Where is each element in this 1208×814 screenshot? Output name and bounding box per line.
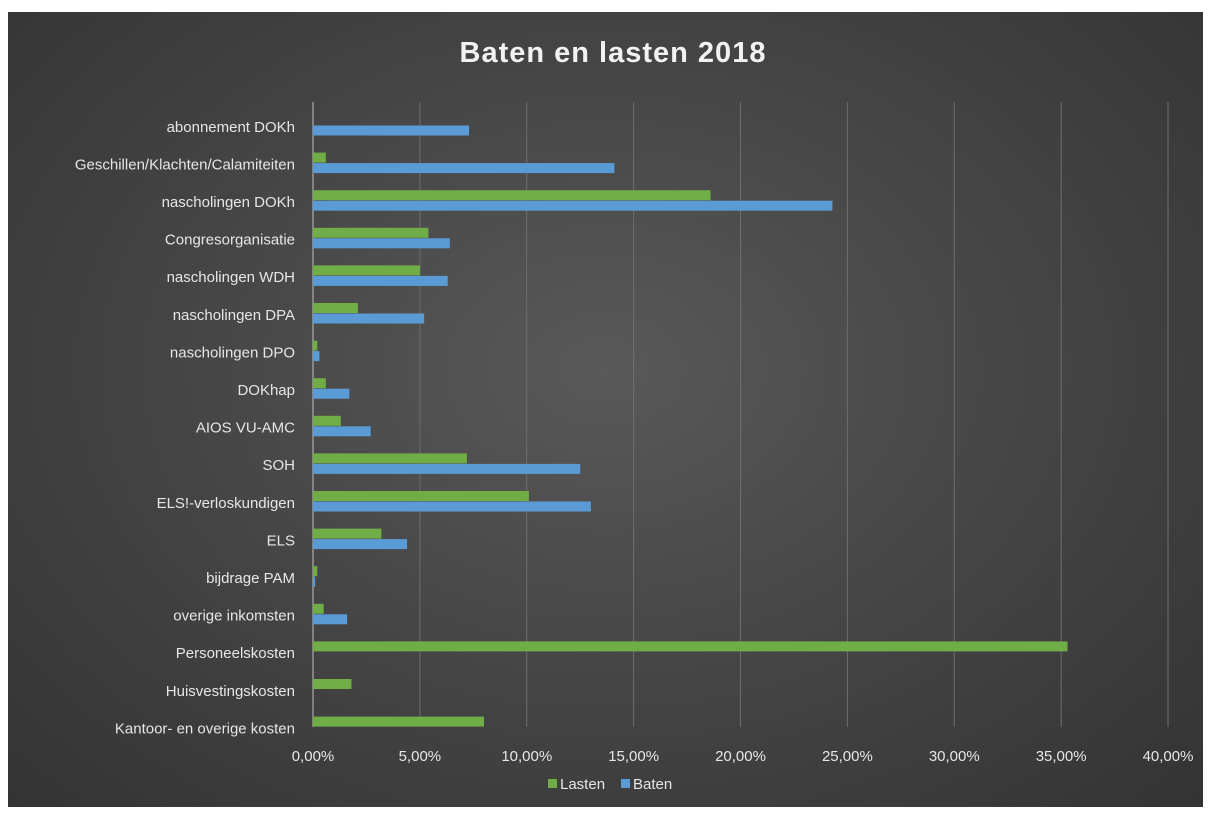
category-label: overige inkomsten [173,608,295,625]
bar-lasten [313,716,484,727]
x-tick-label: 30,00% [929,748,980,765]
category-label: DOKhap [237,382,295,399]
category-label: Geschillen/Klachten/Calamiteiten [75,156,295,173]
category-label: Congresorganisatie [165,232,295,249]
bar-baten [313,576,316,587]
x-tick-label: 10,00% [501,748,552,765]
bar-baten [313,313,425,324]
legend-label-baten: Baten [633,776,672,793]
bar-baten [313,501,591,512]
bar-lasten [313,152,326,163]
legend-swatch-baten [621,779,630,788]
bar-lasten [313,303,358,313]
bar-lasten [313,378,326,389]
category-label: bijdrage PAM [206,570,295,587]
bar-lasten [313,603,324,614]
category-label: nascholingen DOKh [162,194,295,211]
bar-baten [313,426,371,437]
bar-lasten [313,453,467,464]
bar-lasten [313,227,429,238]
bar-lasten [313,415,341,426]
bar-baten [313,539,408,550]
category-label: Huisvestingskosten [166,683,295,700]
x-tick-label: 20,00% [715,748,766,765]
bar-baten [313,463,581,474]
bar-baten [313,614,348,625]
category-label: Kantoor- en overige kosten [115,720,295,737]
bar-lasten [313,528,382,539]
legend-swatch-lasten [548,779,557,788]
legend-label-lasten: Lasten [560,776,605,793]
bar-baten [313,125,470,136]
x-tick-label: 5,00% [399,748,442,765]
category-label: Personeelskosten [176,645,295,662]
x-tick-label: 40,00% [1143,748,1194,765]
bar-lasten [313,190,711,201]
bar-baten [313,200,833,211]
category-label: abonnement DOKh [167,119,295,136]
bar-baten [313,351,320,362]
category-label: SOH [262,457,295,474]
bar-baten [313,388,350,399]
bar-lasten [313,340,318,351]
bar-baten [313,238,450,249]
category-label: nascholingen DPO [170,344,295,361]
category-label: nascholingen DPA [173,307,295,324]
legend: Lasten Baten [548,776,672,793]
x-tick-label: 25,00% [822,748,873,765]
chart-area: Baten en lasten 2018 abonnement DOKh Gesc… [8,12,1203,807]
category-label: nascholingen WDH [167,269,295,286]
x-tick-label: 15,00% [608,748,659,765]
chart-title: Baten en lasten 2018 [460,37,767,69]
bar-lasten [313,265,420,276]
bar-baten [313,163,615,174]
bar-lasten [313,491,529,501]
bar-lasten [313,641,1068,652]
bar-baten [313,275,448,286]
bar-lasten [313,566,318,577]
x-tick-label: 35,00% [1036,748,1087,765]
category-label: ELS [267,532,295,549]
bar-lasten [313,679,352,689]
bar-chart: Baten en lasten 2018 abonnement DOKh Gesc… [75,37,1194,793]
category-label: AIOS VU-AMC [196,420,295,437]
category-label: ELS!-verloskundigen [157,495,295,512]
x-tick-label: 0,00% [292,748,335,765]
